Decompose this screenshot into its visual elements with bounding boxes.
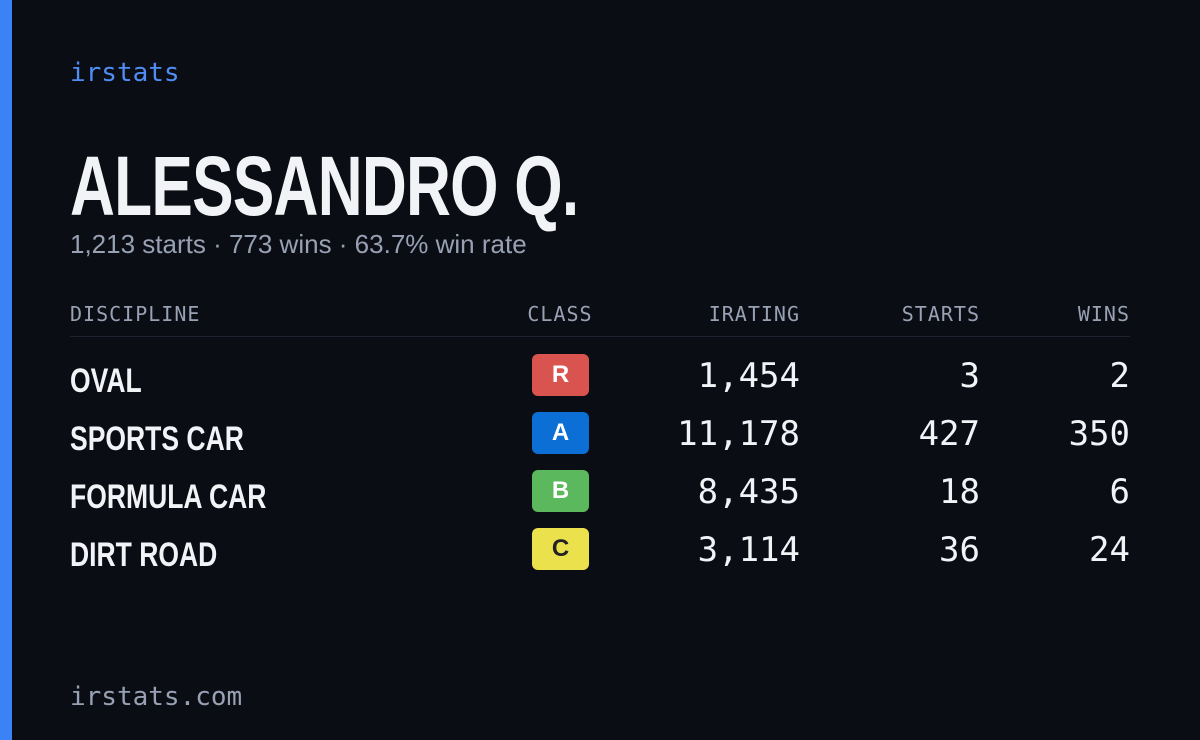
starts: 18 (939, 472, 980, 512)
driver-summary: 1,213 starts · 773 wins · 63.7% win rate (70, 229, 527, 259)
starts: 36 (939, 530, 980, 570)
wins: 2 (1109, 356, 1130, 396)
starts: 3 (959, 356, 980, 396)
class-badge: C (532, 528, 589, 570)
discipline: OVAL (70, 362, 142, 400)
wins: 24 (1089, 530, 1130, 570)
wins: 6 (1109, 472, 1130, 512)
header-rule (70, 336, 1130, 337)
irating: 8,435 (697, 472, 800, 512)
column-header: DISCIPLINE (70, 302, 201, 326)
irating: 11,178 (677, 414, 800, 454)
wins: 350 (1068, 414, 1130, 454)
discipline: FORMULA CAR (70, 478, 267, 516)
discipline: DIRT ROAD (70, 536, 218, 574)
column-header: IRATING (708, 302, 800, 326)
class-badge: B (532, 470, 589, 512)
class-badge: A (532, 412, 589, 454)
column-header: STARTS (901, 302, 980, 326)
brand: irstats (70, 58, 180, 88)
column-header: CLASS (527, 302, 593, 326)
starts: 427 (918, 414, 980, 454)
class-badge: R (532, 354, 589, 396)
driver-name: ALESSANDRO Q. (70, 139, 579, 233)
irating: 1,454 (697, 356, 800, 396)
discipline: SPORTS CAR (70, 420, 244, 458)
irating: 3,114 (697, 530, 800, 570)
footer: irstats.com (70, 682, 243, 712)
column-header: WINS (1077, 302, 1130, 326)
accent-bar (0, 0, 12, 740)
